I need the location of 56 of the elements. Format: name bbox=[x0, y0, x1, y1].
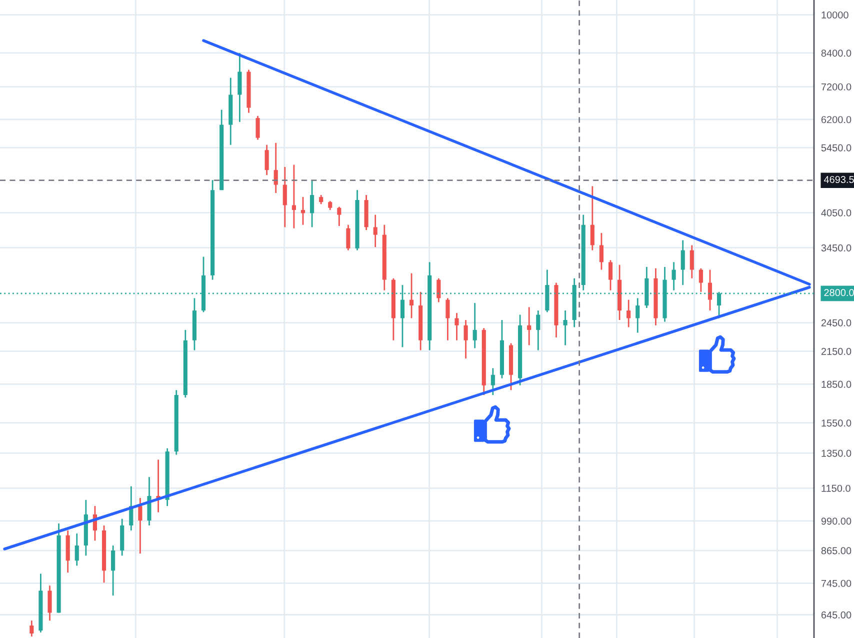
candlestick bbox=[264, 144, 269, 176]
candlestick bbox=[282, 166, 287, 228]
y-tick-label: 5450.0 bbox=[821, 144, 852, 152]
candlestick bbox=[256, 115, 260, 140]
candlestick bbox=[698, 268, 703, 293]
candlestick bbox=[409, 272, 414, 319]
candlestick bbox=[446, 297, 450, 342]
y-tick-label: 2450.0 bbox=[821, 319, 852, 326]
candlestick bbox=[138, 497, 142, 554]
candlestick bbox=[292, 164, 296, 230]
candlestick bbox=[672, 261, 676, 292]
candlestick bbox=[300, 196, 306, 226]
candlestick bbox=[599, 232, 604, 270]
candlestick bbox=[690, 244, 694, 280]
y-tick-label: 6200.0 bbox=[821, 116, 852, 124]
candlestick bbox=[48, 584, 52, 622]
candlestick bbox=[608, 259, 613, 292]
candlestick bbox=[536, 310, 540, 351]
candlestick bbox=[708, 269, 712, 312]
y-tick-label: 1850.0 bbox=[822, 380, 852, 388]
candlestick bbox=[464, 319, 468, 360]
y-tick-label: 3450.0 bbox=[821, 244, 852, 252]
candlestick bbox=[319, 194, 324, 205]
candlestick bbox=[310, 180, 314, 228]
candlestick bbox=[274, 142, 278, 194]
candlestick bbox=[436, 278, 441, 303]
candlestick bbox=[346, 224, 350, 251]
candlestick bbox=[337, 206, 342, 227]
candlestick bbox=[454, 312, 459, 342]
y-tick-label: 1550.0 bbox=[822, 419, 852, 427]
y-tick-label: 10000 bbox=[822, 11, 848, 19]
candlestick bbox=[490, 367, 495, 396]
y-tick-label: 745.00 bbox=[821, 580, 852, 587]
candlestick bbox=[373, 214, 378, 248]
candlestick bbox=[74, 532, 79, 566]
candlestick bbox=[636, 297, 640, 334]
ref-line-label: 4693.5 bbox=[824, 176, 854, 184]
candlestick bbox=[30, 620, 34, 638]
candlestick bbox=[680, 240, 685, 286]
ref-line-label: 2800.0 bbox=[824, 289, 854, 296]
candlestick bbox=[626, 299, 631, 328]
candlestick bbox=[590, 186, 594, 251]
y-tick-label: 8400.0 bbox=[821, 50, 852, 57]
y-tick-label: 1350.0 bbox=[822, 450, 852, 457]
y-tick-label: 2150.0 bbox=[821, 348, 852, 355]
candlestick bbox=[111, 544, 116, 596]
candlestick bbox=[563, 310, 568, 346]
candlestick bbox=[472, 302, 477, 349]
y-tick-label: 4050.0 bbox=[821, 209, 852, 216]
y-tick-label: 645.00 bbox=[821, 611, 852, 618]
y-tick-label: 990.00 bbox=[821, 518, 852, 525]
candlestick bbox=[238, 52, 242, 123]
y-tick-label: 7200.0 bbox=[821, 83, 852, 90]
y-tick-label: 865.00 bbox=[821, 547, 852, 554]
y-tick-label: 1150.0 bbox=[822, 484, 850, 492]
candlestick bbox=[527, 306, 532, 346]
